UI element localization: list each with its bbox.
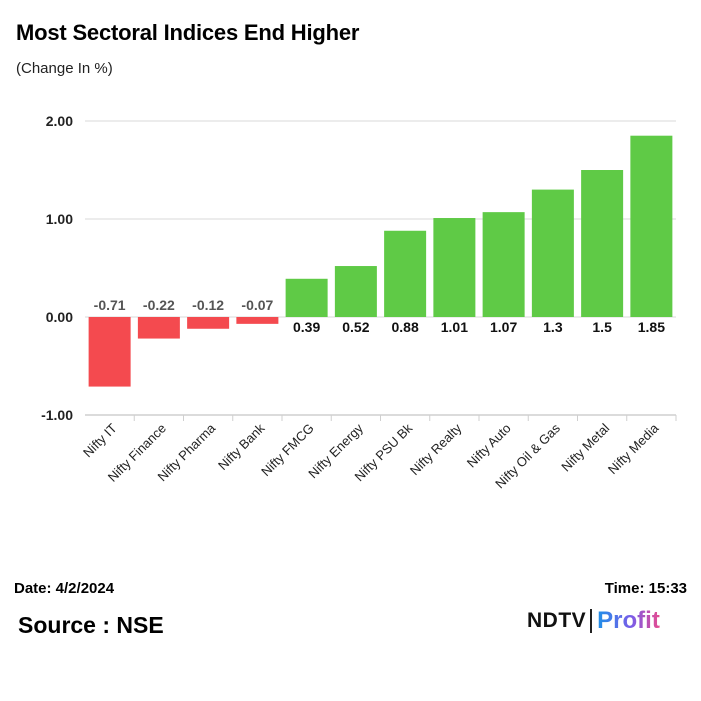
chart-subtitle: (Change In %): [16, 60, 113, 77]
data-label: 1.85: [638, 319, 665, 335]
data-label: -0.71: [94, 297, 126, 313]
bar: [285, 278, 328, 317]
date-label: Date: 4/2/2024: [14, 580, 115, 597]
x-tick-label: Nifty IT: [80, 420, 120, 460]
bar: [137, 317, 180, 339]
source-label: Source : NSE: [18, 612, 164, 638]
data-label: 0.39: [293, 319, 320, 335]
x-tick-label: Nifty Realty: [407, 420, 465, 478]
data-label: 1.5: [592, 319, 612, 335]
y-tick-label: 0.00: [46, 309, 73, 325]
x-tick-label: Nifty Bank: [215, 420, 268, 473]
brand-separator: [590, 609, 593, 633]
data-label: 0.52: [342, 319, 369, 335]
bar: [531, 189, 574, 317]
brand-profit: Profit: [597, 607, 660, 634]
data-label: 0.88: [392, 319, 419, 335]
y-tick-label: 1.00: [46, 211, 73, 227]
y-tick-label: -1.00: [41, 407, 73, 423]
x-tick-label: Nifty Auto: [464, 421, 514, 471]
data-label: -0.07: [241, 297, 273, 313]
bar: [581, 170, 624, 317]
y-tick-label: 2.00: [46, 113, 73, 129]
bar: [384, 230, 427, 317]
data-label: -0.22: [143, 297, 175, 313]
data-label: 1.07: [490, 319, 517, 335]
ndtv-profit-logo: NDTV Profit: [527, 606, 660, 636]
data-label: 1.01: [441, 319, 468, 335]
time-label: Time: 15:33: [604, 580, 687, 597]
bar: [482, 212, 525, 317]
bar: [334, 266, 377, 317]
chart-title: Most Sectoral Indices End Higher: [16, 20, 360, 45]
brand-ndtv: NDTV: [527, 609, 587, 632]
bar: [236, 317, 279, 324]
x-tick-label: Nifty Media: [605, 420, 662, 477]
bar: [88, 317, 131, 387]
bar: [433, 218, 476, 317]
data-label: -0.12: [192, 297, 224, 313]
data-label: 1.3: [543, 319, 563, 335]
bar: [187, 317, 230, 329]
bar: [630, 135, 673, 317]
